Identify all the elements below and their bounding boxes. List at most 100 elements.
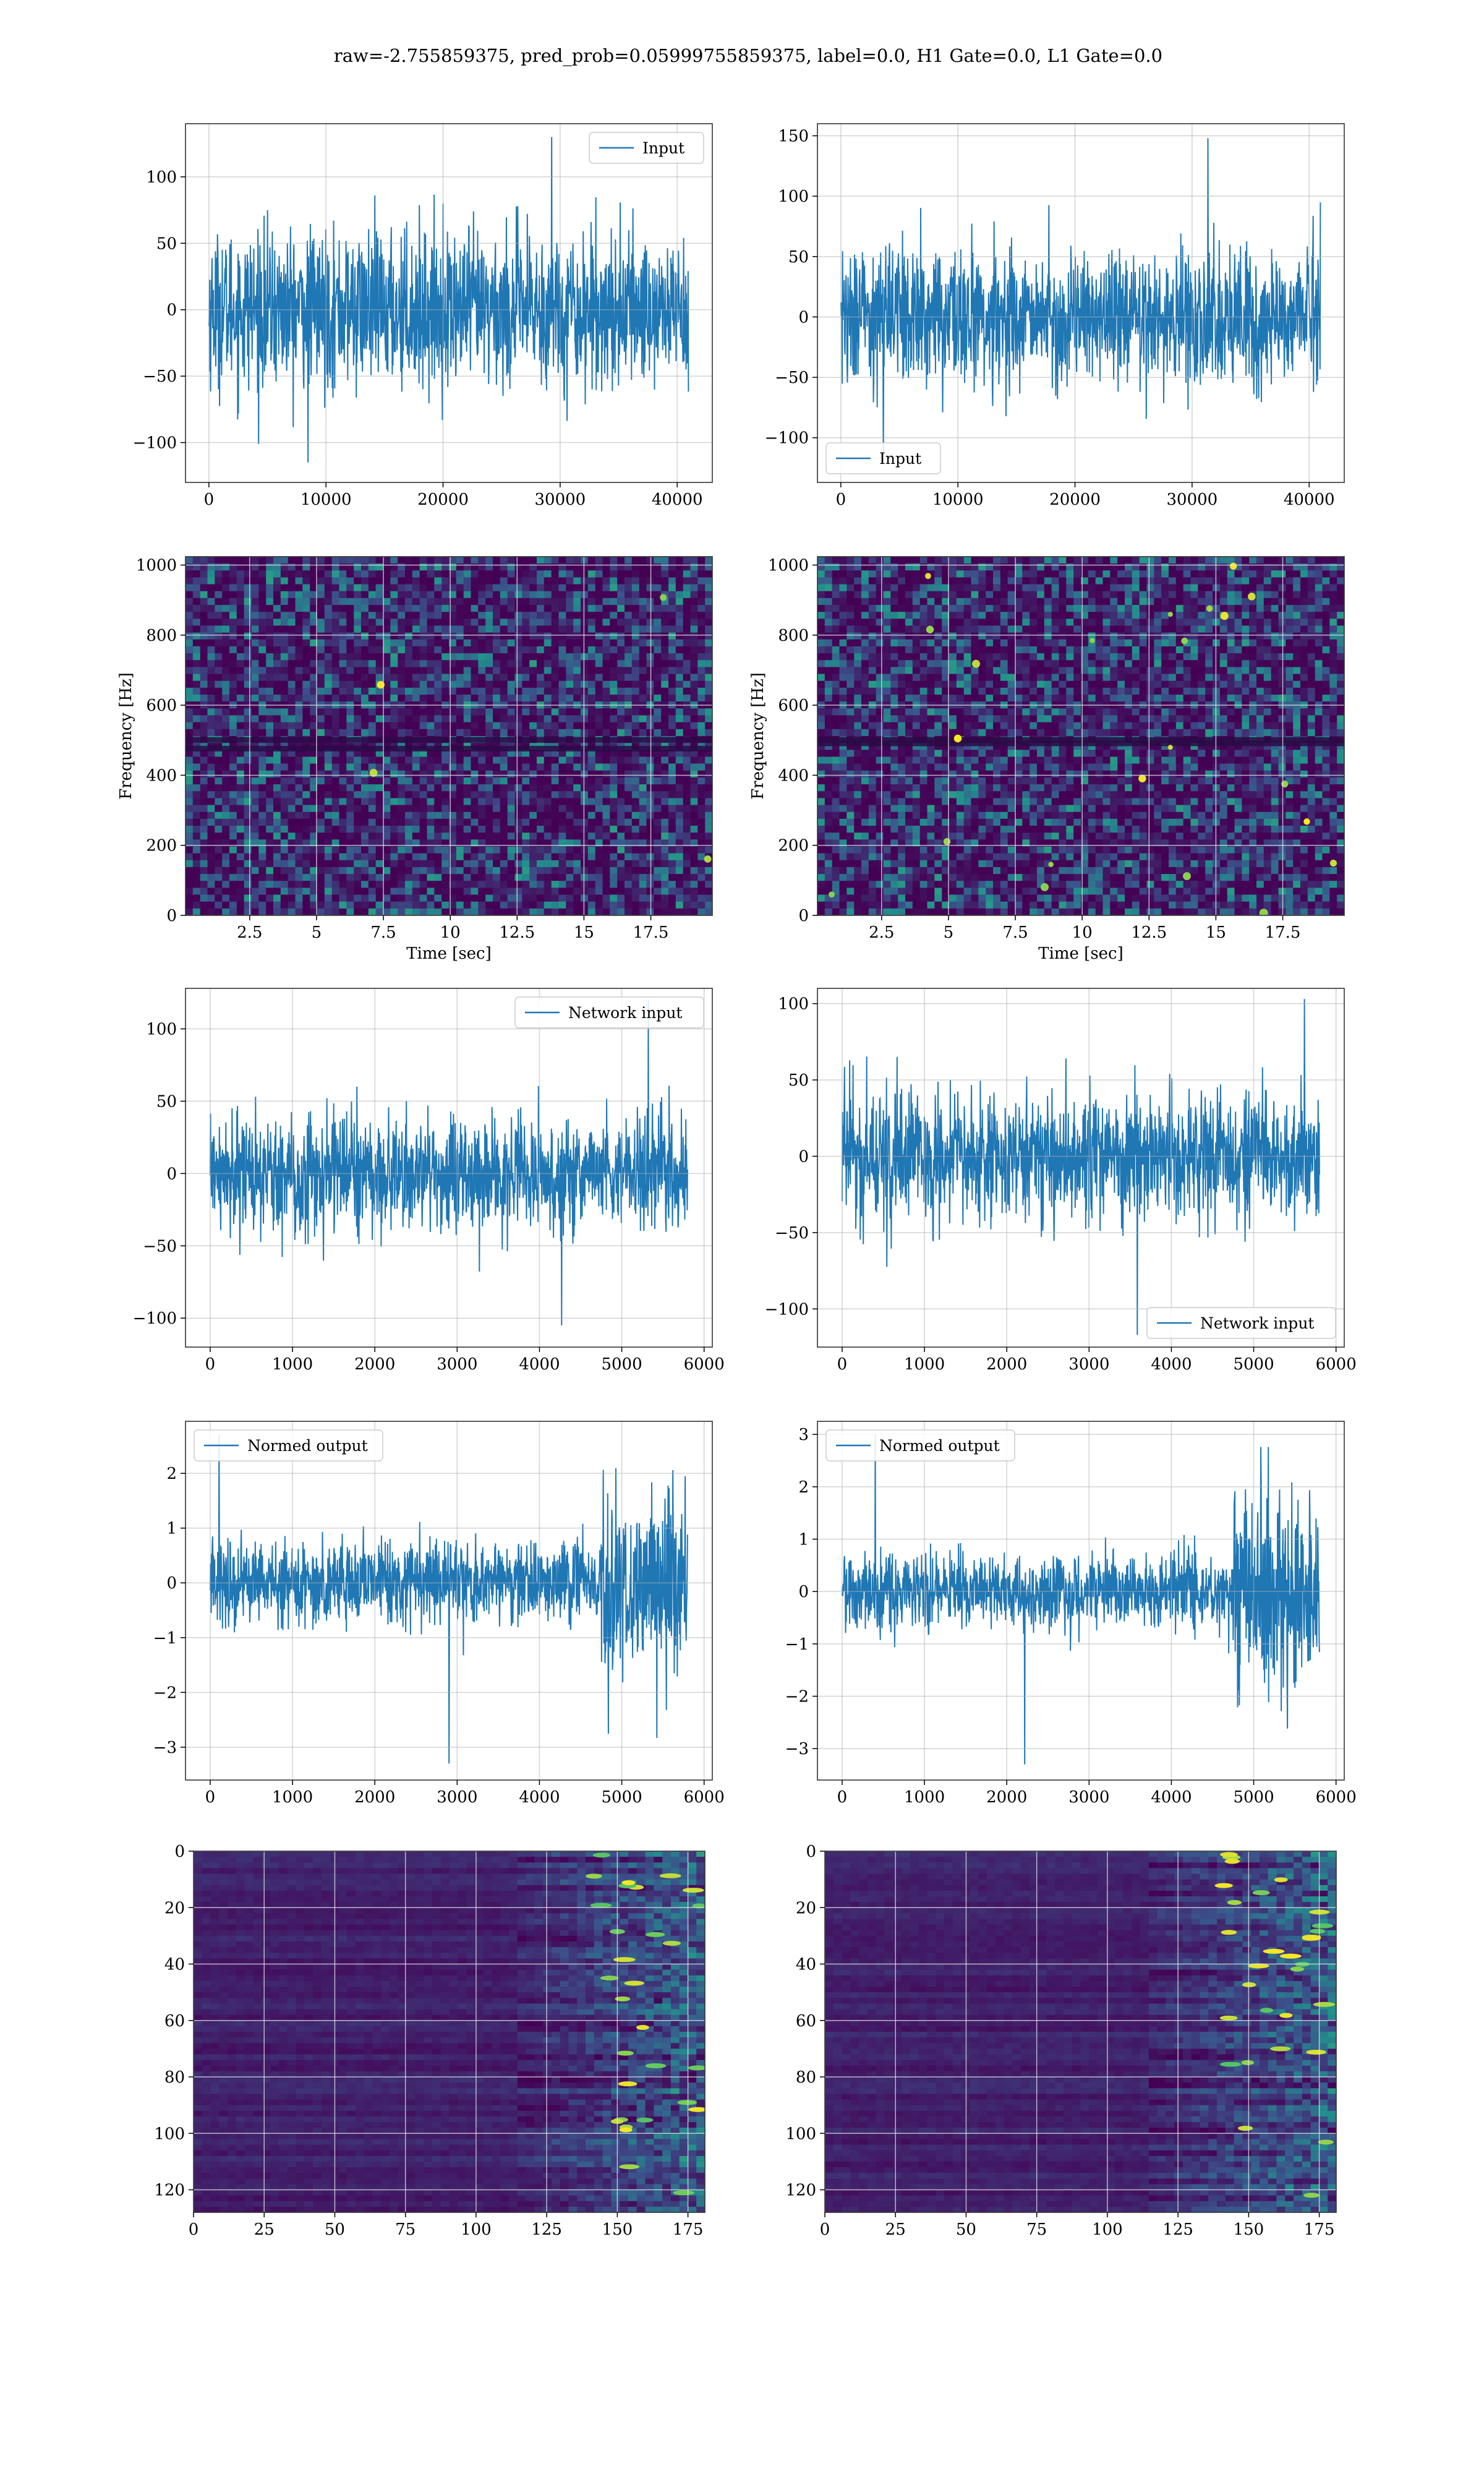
heatmap-cell — [846, 563, 855, 571]
heatmap-cell — [683, 811, 691, 820]
heatmap-cell — [405, 888, 413, 896]
heatmap-cell — [1219, 653, 1228, 661]
heatmap-cell — [200, 756, 208, 764]
heatmap-cell — [273, 811, 281, 820]
heatmap-cell — [485, 591, 493, 599]
heatmap-cell — [266, 722, 274, 730]
heatmap-cell — [449, 584, 457, 592]
heatmap-cell — [419, 791, 428, 798]
heatmap-cell — [383, 901, 391, 909]
heatmap-cell — [441, 715, 450, 723]
heatmap-cell — [427, 763, 435, 771]
heatmap-cell — [390, 625, 398, 633]
heatmap-cell — [302, 839, 310, 847]
heatmap-cell — [478, 674, 486, 682]
heatmap-cell — [595, 901, 603, 909]
heatmap-cell — [493, 597, 501, 606]
heatmap-cell — [905, 653, 913, 661]
heatmap-cell — [566, 901, 574, 909]
heatmap-cell — [200, 695, 208, 702]
heatmap-cell — [537, 687, 545, 695]
heatmap-cell — [324, 715, 333, 723]
heatmap-cell — [339, 881, 347, 888]
heatmap-cell — [295, 756, 303, 764]
heatmap-cell — [434, 894, 442, 902]
heatmap-cell — [456, 618, 464, 627]
heatmap-cell — [346, 888, 354, 896]
heatmap-cell — [236, 632, 245, 640]
heatmap-cell — [229, 791, 237, 798]
heatmap-cell — [705, 881, 712, 888]
heatmap-cell — [266, 557, 274, 564]
heatmap-cell — [949, 597, 957, 606]
heatmap-cell — [493, 708, 501, 716]
heatmap-cell — [1322, 605, 1330, 612]
heatmap-cell — [817, 584, 825, 592]
heatmap-cell — [412, 674, 420, 682]
heatmap-cell — [639, 791, 647, 798]
heatmap-cell — [1022, 570, 1030, 578]
heatmap-cell — [697, 826, 706, 833]
heatmap-cell — [639, 667, 647, 675]
heatmap-cell — [361, 646, 369, 654]
heatmap-cell — [192, 867, 201, 875]
heatmap-cell — [846, 653, 855, 661]
heatmap-cell — [683, 770, 691, 778]
heatmap-cell — [368, 811, 377, 820]
heatmap-cell — [419, 833, 428, 840]
heatmap-cell — [697, 557, 706, 564]
heatmap-cell — [186, 625, 194, 633]
heatmap-cell — [434, 750, 442, 758]
heatmap-cell — [573, 818, 581, 826]
heatmap-cell — [558, 729, 566, 737]
heatmap-cell — [405, 894, 413, 902]
heatmap-cell — [339, 591, 347, 599]
heatmap-cell — [544, 839, 552, 847]
heatmap-cell — [573, 625, 581, 633]
heatmap-cell — [207, 577, 215, 585]
heatmap-cell — [280, 756, 289, 764]
heatmap-cell — [390, 860, 398, 868]
heatmap-cell — [697, 584, 706, 592]
heatmap-cell — [1175, 584, 1184, 592]
heatmap-cell — [361, 729, 369, 737]
heatmap-cell — [273, 777, 281, 785]
heatmap-cell — [1015, 577, 1023, 585]
heatmap-cell — [229, 625, 237, 633]
heatmap-cell — [1102, 577, 1111, 585]
heatmap-cell — [690, 570, 698, 578]
heatmap-cell — [251, 584, 259, 592]
heatmap-cell — [244, 770, 252, 778]
heatmap-cell — [1095, 639, 1104, 647]
heatmap-cell — [354, 846, 362, 854]
heatmap-cell — [1293, 597, 1301, 606]
heatmap-cell — [471, 625, 479, 633]
heatmap-cell — [346, 687, 354, 695]
heatmap-cell — [661, 908, 669, 915]
heatmap-cell — [1007, 653, 1016, 661]
heatmap-cell — [537, 756, 545, 764]
heatmap-cell — [441, 557, 450, 564]
heatmap-cell — [522, 894, 530, 902]
heatmap-cell — [324, 632, 333, 640]
plot-area — [186, 557, 712, 915]
heatmap-cell — [610, 653, 618, 661]
heatmap-cell — [514, 563, 522, 571]
heatmap-cell — [507, 557, 516, 564]
heatmap-cell — [661, 708, 669, 716]
heatmap-cell — [898, 557, 906, 564]
heatmap-cell — [310, 763, 318, 771]
heatmap-cell — [1146, 653, 1154, 661]
heatmap-cell — [522, 763, 530, 771]
heatmap-cell — [602, 597, 610, 606]
panel-spec_h1: 2.5 5 7.5 10 12.5 15 17.502004006008001000Time… — [117, 556, 713, 963]
heatmap-cell — [675, 563, 684, 571]
heatmap-cell — [398, 632, 406, 640]
heatmap-cell — [419, 557, 428, 564]
heatmap-cell — [697, 618, 706, 627]
heatmap-cell — [507, 722, 516, 730]
heatmap-cell — [1030, 605, 1038, 612]
heatmap-cell — [581, 639, 589, 647]
heatmap-cell — [529, 632, 537, 640]
heatmap-cell — [610, 563, 618, 571]
